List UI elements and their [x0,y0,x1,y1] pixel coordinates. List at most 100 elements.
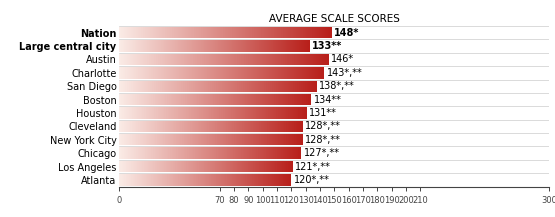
Bar [132,174,133,186]
Bar [276,40,277,52]
Bar [284,174,285,186]
Bar [218,67,219,79]
Bar [300,54,301,65]
Bar [310,54,311,65]
Bar [283,121,284,132]
Bar [253,67,254,79]
Bar [253,161,254,172]
Bar [214,107,215,119]
Bar [148,107,149,119]
Bar [186,134,187,145]
Bar [135,81,136,92]
Bar [120,54,121,65]
Bar [228,134,229,145]
Bar [182,67,183,79]
Bar [289,67,290,79]
Bar [287,27,289,38]
Bar [264,40,265,52]
Bar [301,27,302,38]
Bar [143,81,144,92]
Bar [202,174,203,186]
Bar [195,54,196,65]
Bar [183,94,184,105]
Bar [210,121,211,132]
Bar [159,81,160,92]
Bar [248,148,249,159]
Bar [285,161,286,172]
Bar [267,27,268,38]
Bar [216,134,217,145]
Text: 134**: 134** [314,95,341,105]
Bar [164,121,165,132]
Bar [161,27,162,38]
Bar [198,54,199,65]
Bar [267,148,268,159]
Bar [183,67,184,79]
Bar [182,54,183,65]
Bar [123,94,124,105]
Bar [230,67,231,79]
Bar [294,67,295,79]
Bar [150,174,151,186]
Bar [236,27,237,38]
Bar [188,148,189,159]
Bar [271,174,272,186]
Bar [163,107,164,119]
Bar [165,148,166,159]
Bar [273,161,274,172]
Bar [224,81,225,92]
Bar [141,40,142,52]
Bar [125,121,126,132]
Bar [155,134,156,145]
Bar [314,27,315,38]
Bar [288,54,289,65]
Bar [163,174,164,186]
Bar [203,134,204,145]
Bar [279,134,280,145]
Bar [221,94,222,105]
Bar [275,27,276,38]
Bar [234,40,235,52]
Bar [250,67,251,79]
Bar [330,27,331,38]
Bar [232,40,233,52]
Bar [120,94,121,105]
Bar [220,27,221,38]
Bar [201,94,202,105]
Bar [124,54,125,65]
Bar [279,148,280,159]
Bar [293,81,294,92]
Bar [272,40,273,52]
Bar [286,134,287,145]
Bar [260,134,261,145]
Bar [213,54,214,65]
Bar [175,161,176,172]
Bar [158,174,159,186]
Bar [282,161,283,172]
Bar [202,161,203,172]
Bar [129,94,130,105]
Bar [173,174,174,186]
Bar [175,94,176,105]
Bar [156,40,157,52]
Bar [271,40,272,52]
Bar [232,67,233,79]
Bar [251,134,252,145]
Bar [279,161,280,172]
Bar [181,54,182,65]
Bar [128,40,129,52]
Bar [236,148,237,159]
Bar [277,54,278,65]
Bar [272,94,273,105]
Bar [243,81,244,92]
Bar [244,134,245,145]
Bar [199,107,200,119]
Bar [274,81,275,92]
Bar [173,94,174,105]
Bar [189,54,190,65]
Bar [249,94,250,105]
Bar [177,148,178,159]
Bar [260,54,261,65]
Bar [192,121,193,132]
Bar [255,161,256,172]
